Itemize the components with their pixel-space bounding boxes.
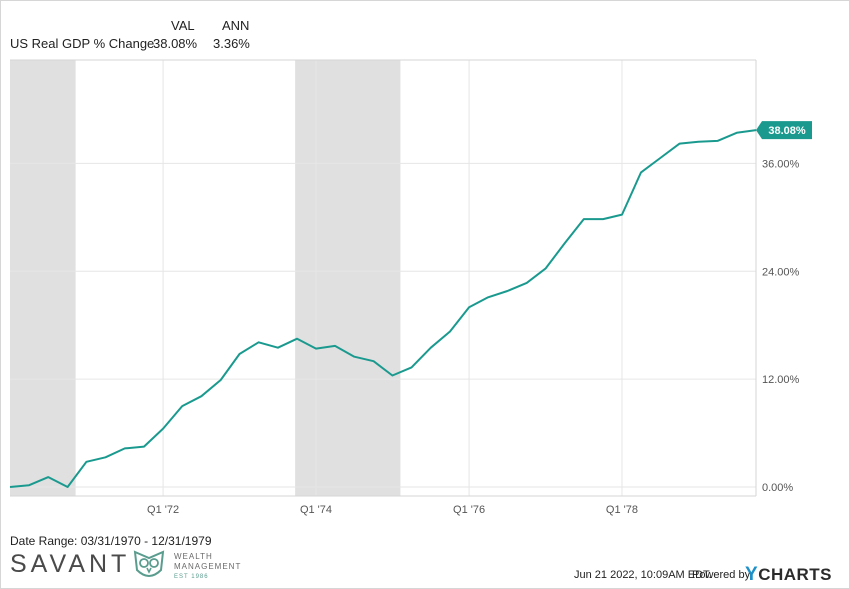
x-tick-label-3: Q1 '78 [606, 504, 638, 516]
y-tick-label-0: 0.00% [762, 482, 793, 494]
legend-ann-value: 3.36% [213, 36, 250, 51]
legend-ann-header: ANN [222, 18, 250, 33]
y-tick-label-1: 12.00% [762, 374, 800, 386]
recession-band-0 [10, 60, 76, 496]
logo-wordmark: SAVANT [10, 550, 131, 578]
y-tick-label-3: 36.00% [762, 158, 800, 170]
ycharts-logo-y: Y [745, 564, 759, 585]
logo-line-management: MANAGEMENT [174, 562, 242, 571]
logo-line-wealth: WEALTH [174, 552, 213, 561]
legend-series-label[interactable]: US Real GDP % Change [10, 36, 155, 51]
timestamp: Jun 21 2022, 10:09AM EDT. [574, 569, 712, 581]
y-tick-label-2: 24.00% [762, 266, 800, 278]
recession-band-1 [295, 60, 401, 496]
line-chart[interactable]: 0.00% 12.00% 24.00% 36.00% Q1 '72 Q1 '74 Q1 '7… [0, 0, 850, 530]
powered-by-text: Powered by [692, 569, 751, 581]
ycharts-logo[interactable]: YCHARTS [745, 564, 832, 586]
legend-val-value: 38.08% [153, 36, 198, 51]
x-tick-label-1: Q1 '74 [300, 504, 332, 516]
series-line-us-real-gdp [9, 129, 757, 488]
end-value-label: 38.08% [768, 125, 806, 137]
logo-tagline: WEALTH MANAGEMENT EST 1986 [174, 552, 241, 582]
owl-icon [133, 550, 165, 577]
legend-val-header: VAL [171, 18, 195, 33]
x-tick-label-2: Q1 '76 [453, 504, 485, 516]
x-tick-label-0: Q1 '72 [147, 504, 179, 516]
ycharts-logo-rest: CHARTS [758, 565, 833, 584]
logo-line-est: EST 1986 [174, 574, 209, 580]
end-value-badge [756, 121, 812, 140]
date-range: Date Range: 03/31/1970 - 12/31/1979 [10, 534, 212, 548]
